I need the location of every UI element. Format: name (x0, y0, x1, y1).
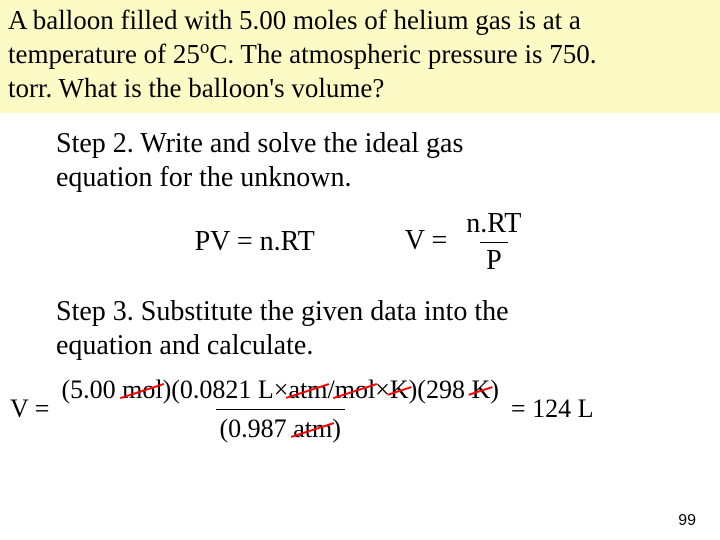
equation-row: PV = n.RT V = n.RT P (56, 208, 672, 277)
steps-area: Step 2. Write and solve the ideal gas eq… (0, 113, 720, 363)
page-number: 99 (678, 512, 696, 530)
degree-sup: o (200, 37, 209, 58)
calc-num-a: (5.00 (61, 375, 122, 404)
eq-den: P (480, 242, 508, 277)
calc-num-c: / (327, 375, 334, 404)
eq-pv: PV = n.RT (195, 226, 315, 258)
step2-line1: Step 2. Write and solve the ideal gas (56, 128, 463, 159)
problem-line2a: temperature of 25 (8, 39, 200, 69)
step3-line1: Step 3. Substitute the given data into t… (56, 296, 509, 327)
calc-result: = 124 L (511, 394, 594, 424)
eq-fraction: n.RT P (460, 208, 527, 277)
strike-atm2: atm (293, 414, 332, 444)
strike-k2: K (471, 375, 490, 405)
calc-denominator: (0.987 atm) (216, 409, 345, 444)
calc-num-b: )(0.0821 L× (163, 375, 289, 404)
calc-v: V = (10, 394, 49, 424)
strike-k1: K (390, 375, 409, 405)
eq-num: n.RT (460, 208, 527, 242)
problem-line2b: C. The atmospheric pressure is 750. (209, 39, 596, 69)
problem-line3: torr. What is the balloon's volume? (8, 73, 384, 103)
strike-mol1: mol (122, 375, 162, 405)
strike-atm1: atm (288, 375, 327, 405)
eq-v: V = (405, 224, 455, 255)
problem-text: A balloon filled with 5.00 moles of heli… (8, 4, 712, 105)
problem-line1: A balloon filled with 5.00 moles of heli… (8, 5, 581, 35)
calc-numerator: (5.00 mol)(0.0821 L×atm/mol×K)(298 K) (57, 375, 502, 409)
calc-num-d: × (375, 375, 390, 404)
calculation-row: V = (5.00 mol)(0.0821 L×atm/mol×K)(298 K… (0, 375, 720, 444)
calc-fraction: (5.00 mol)(0.0821 L×atm/mol×K)(298 K) (0… (57, 375, 502, 444)
step2-text: Step 2. Write and solve the ideal gas eq… (56, 127, 672, 195)
calc-den-b: ) (332, 414, 341, 443)
calc-num-e: )(298 (409, 375, 472, 404)
step3-line2: equation and calculate. (56, 330, 313, 361)
step3-text: Step 3. Substitute the given data into t… (56, 295, 672, 363)
problem-box: A balloon filled with 5.00 moles of heli… (0, 0, 720, 113)
eq-solved: V = n.RT P (405, 208, 534, 277)
strike-mol2: mol (335, 375, 375, 405)
calc-num-f: ) (490, 375, 499, 404)
calc-den-a: (0.987 (220, 414, 294, 443)
step2-line2: equation for the unknown. (56, 162, 352, 193)
